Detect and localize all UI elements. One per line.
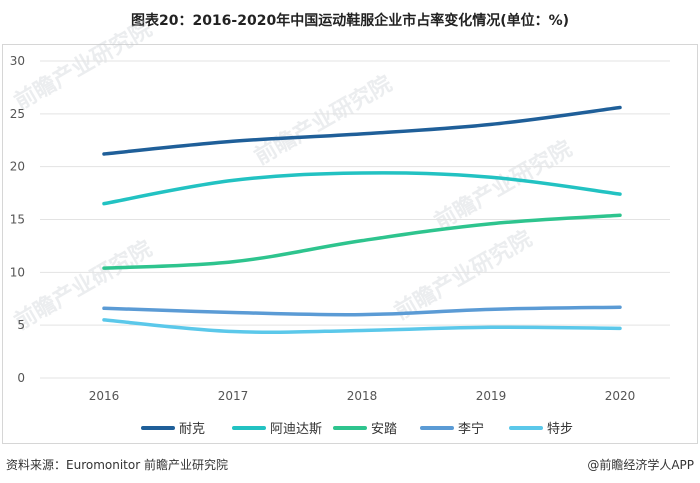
legend-label: 安踏 bbox=[371, 422, 397, 437]
chart-title: 图表20：2016-2020年中国运动鞋服企业市占率变化情况(单位：%) bbox=[130, 13, 570, 29]
y-tick-label: 20 bbox=[10, 160, 25, 174]
legend-label: 特步 bbox=[547, 422, 573, 437]
legend-label: 阿迪达斯 bbox=[270, 422, 322, 437]
watermark-text: 前瞻产业研究院 bbox=[10, 16, 156, 116]
y-tick-label: 25 bbox=[10, 107, 25, 121]
legend-label: 耐克 bbox=[179, 422, 205, 437]
x-tick-label: 2019 bbox=[476, 389, 507, 403]
y-tick-label: 30 bbox=[10, 54, 25, 68]
legend-label: 李宁 bbox=[458, 421, 484, 437]
x-tick-label: 2018 bbox=[347, 389, 378, 403]
plot-frame bbox=[2, 44, 698, 444]
x-tick-label: 2016 bbox=[89, 389, 120, 403]
y-tick-label: 5 bbox=[17, 318, 25, 332]
series-line bbox=[102, 305, 622, 317]
series-line bbox=[102, 213, 622, 270]
y-tick-label: 0 bbox=[17, 371, 25, 385]
watermark-text: 前瞻产业研究院 bbox=[10, 236, 156, 336]
source-note: 资料来源：Euromonitor 前瞻产业研究院 bbox=[6, 458, 228, 472]
x-tick-label: 2020 bbox=[605, 389, 636, 403]
y-tick-label: 10 bbox=[10, 265, 25, 279]
brand-credit: @前瞻经济学人APP bbox=[587, 458, 694, 472]
series-line bbox=[102, 105, 622, 156]
x-tick-label: 2017 bbox=[218, 389, 249, 403]
watermark-text: 前瞻产业研究院 bbox=[250, 71, 396, 171]
y-tick-label: 15 bbox=[10, 213, 25, 227]
